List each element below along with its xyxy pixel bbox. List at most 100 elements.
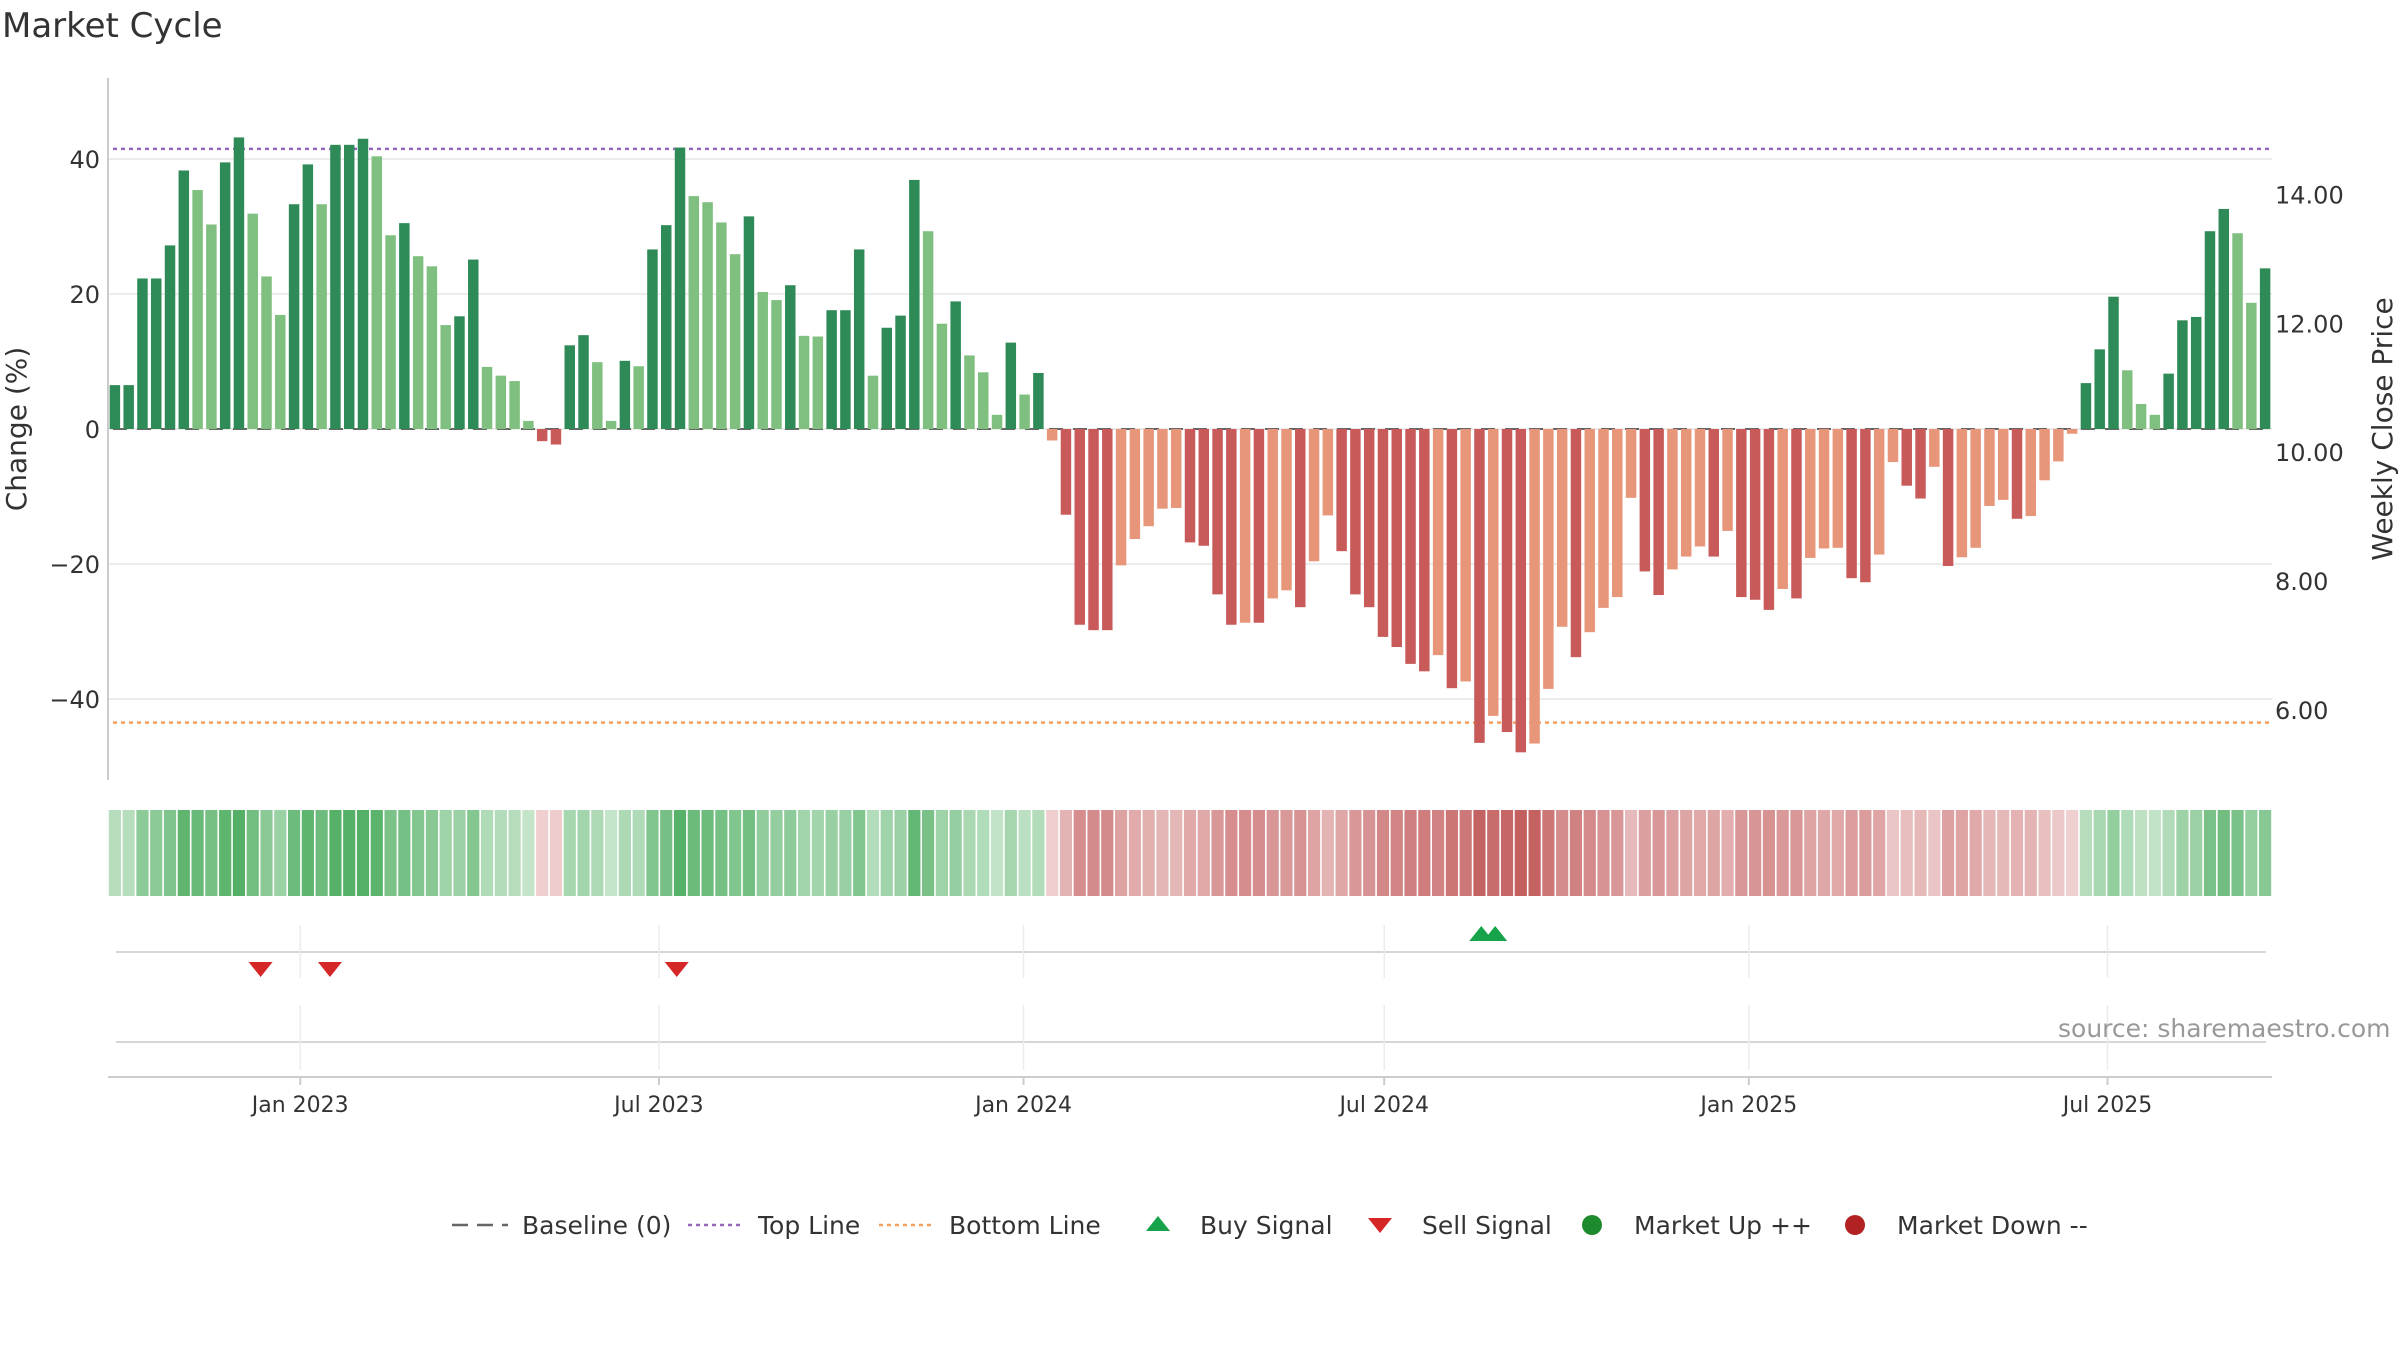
heat-cell [508,810,521,896]
bar [1791,429,1802,599]
legend-label: Market Down -- [1897,1210,2088,1240]
bar [454,316,465,429]
heat-cell [577,810,590,896]
bar [633,366,644,429]
heat-cell [908,810,921,896]
heat-cell [549,810,563,896]
x-tick-label: Jul 2025 [2061,1093,2153,1118]
bar [1019,394,1030,429]
bar [757,291,768,429]
heat-cell [1101,810,1114,896]
heat-cell [1156,810,1169,896]
heat-cell [163,810,177,896]
bar [178,170,190,429]
heat-cell [1046,810,1059,896]
heat-cell [1817,810,1831,896]
bar [2066,429,2078,434]
heat-cell [1307,810,1321,896]
bar [1060,429,1072,515]
bar [1129,429,1141,540]
bar [2108,296,2119,429]
heat-cell [1886,810,1900,896]
bar [1570,429,1582,658]
heat-cell [1624,810,1638,896]
bar [688,196,700,429]
heat-cell [853,810,866,896]
legend-symbol [1368,1218,1392,1233]
heat-cell [1018,810,1031,896]
bar [1501,429,1513,733]
bar [1598,429,1609,608]
heat-cell [1266,810,1279,896]
bar [1556,429,1568,627]
heat-cell [219,810,232,896]
heat-cell [1211,810,1224,896]
heat-cell [1280,810,1293,896]
heat-cell [1073,810,1086,896]
heat-cell [701,810,714,896]
bar [1612,429,1623,598]
heat-cell [536,810,549,896]
heat-cell [1680,810,1693,896]
bar [1212,429,1223,595]
bar [1253,429,1265,623]
bar [1625,429,1637,498]
bar [1984,429,1995,506]
y-axis-title: Change (%) [0,347,33,512]
heat-cell [1928,810,1941,896]
bar [1680,429,1692,557]
heat-cell [1128,810,1141,896]
heat-cell [784,810,797,896]
bar [1653,429,1664,596]
sell-signal-marker [248,962,273,977]
heat-cell [2052,810,2065,896]
heat-cell [1087,810,1100,896]
y-tick-label: 20 [69,281,100,309]
bar [1956,429,1968,558]
bar [247,213,258,429]
bar [978,372,989,429]
bar [1915,429,1926,499]
heat-cell [1776,810,1789,896]
heat-cell [1707,810,1720,896]
bar [578,335,589,429]
bar [936,323,948,429]
bar [1005,342,1017,429]
heat-cell [1666,810,1679,896]
bar [2163,373,2174,429]
bar [2094,349,2105,429]
heat-cell [2121,810,2134,896]
heat-cell [2093,810,2106,896]
heat-cell [1941,810,1955,896]
heat-cell [715,810,728,896]
bar [895,315,906,429]
heat-cell [742,810,756,896]
bar [288,204,300,429]
heat-cell [301,810,314,896]
heat-cell [1197,810,1210,896]
heat-cell [1390,810,1403,896]
heat-cell [2066,810,2079,896]
bar [1281,429,1292,591]
bar [1763,429,1775,610]
heat-cell [2176,810,2189,896]
bar [619,360,631,429]
bar [123,385,134,429]
heat-cell [398,810,411,896]
x-tick-label: Jan 2024 [973,1093,1072,1118]
legend-item: Market Down -- [1825,1205,2088,1245]
bar [1184,429,1196,543]
heat-cell [1542,810,1555,896]
bar [164,245,176,429]
bar [1350,429,1361,595]
legend-label: Market Up ++ [1634,1210,1812,1240]
heat-cell [673,810,687,896]
heat-cell [687,810,700,896]
heat-cell [370,810,383,896]
bar [1088,429,1099,631]
bar [1460,429,1471,682]
bar [1529,429,1540,744]
heat-cell [618,810,631,896]
bar [1639,429,1651,572]
legend-label: Top Line [758,1210,861,1240]
